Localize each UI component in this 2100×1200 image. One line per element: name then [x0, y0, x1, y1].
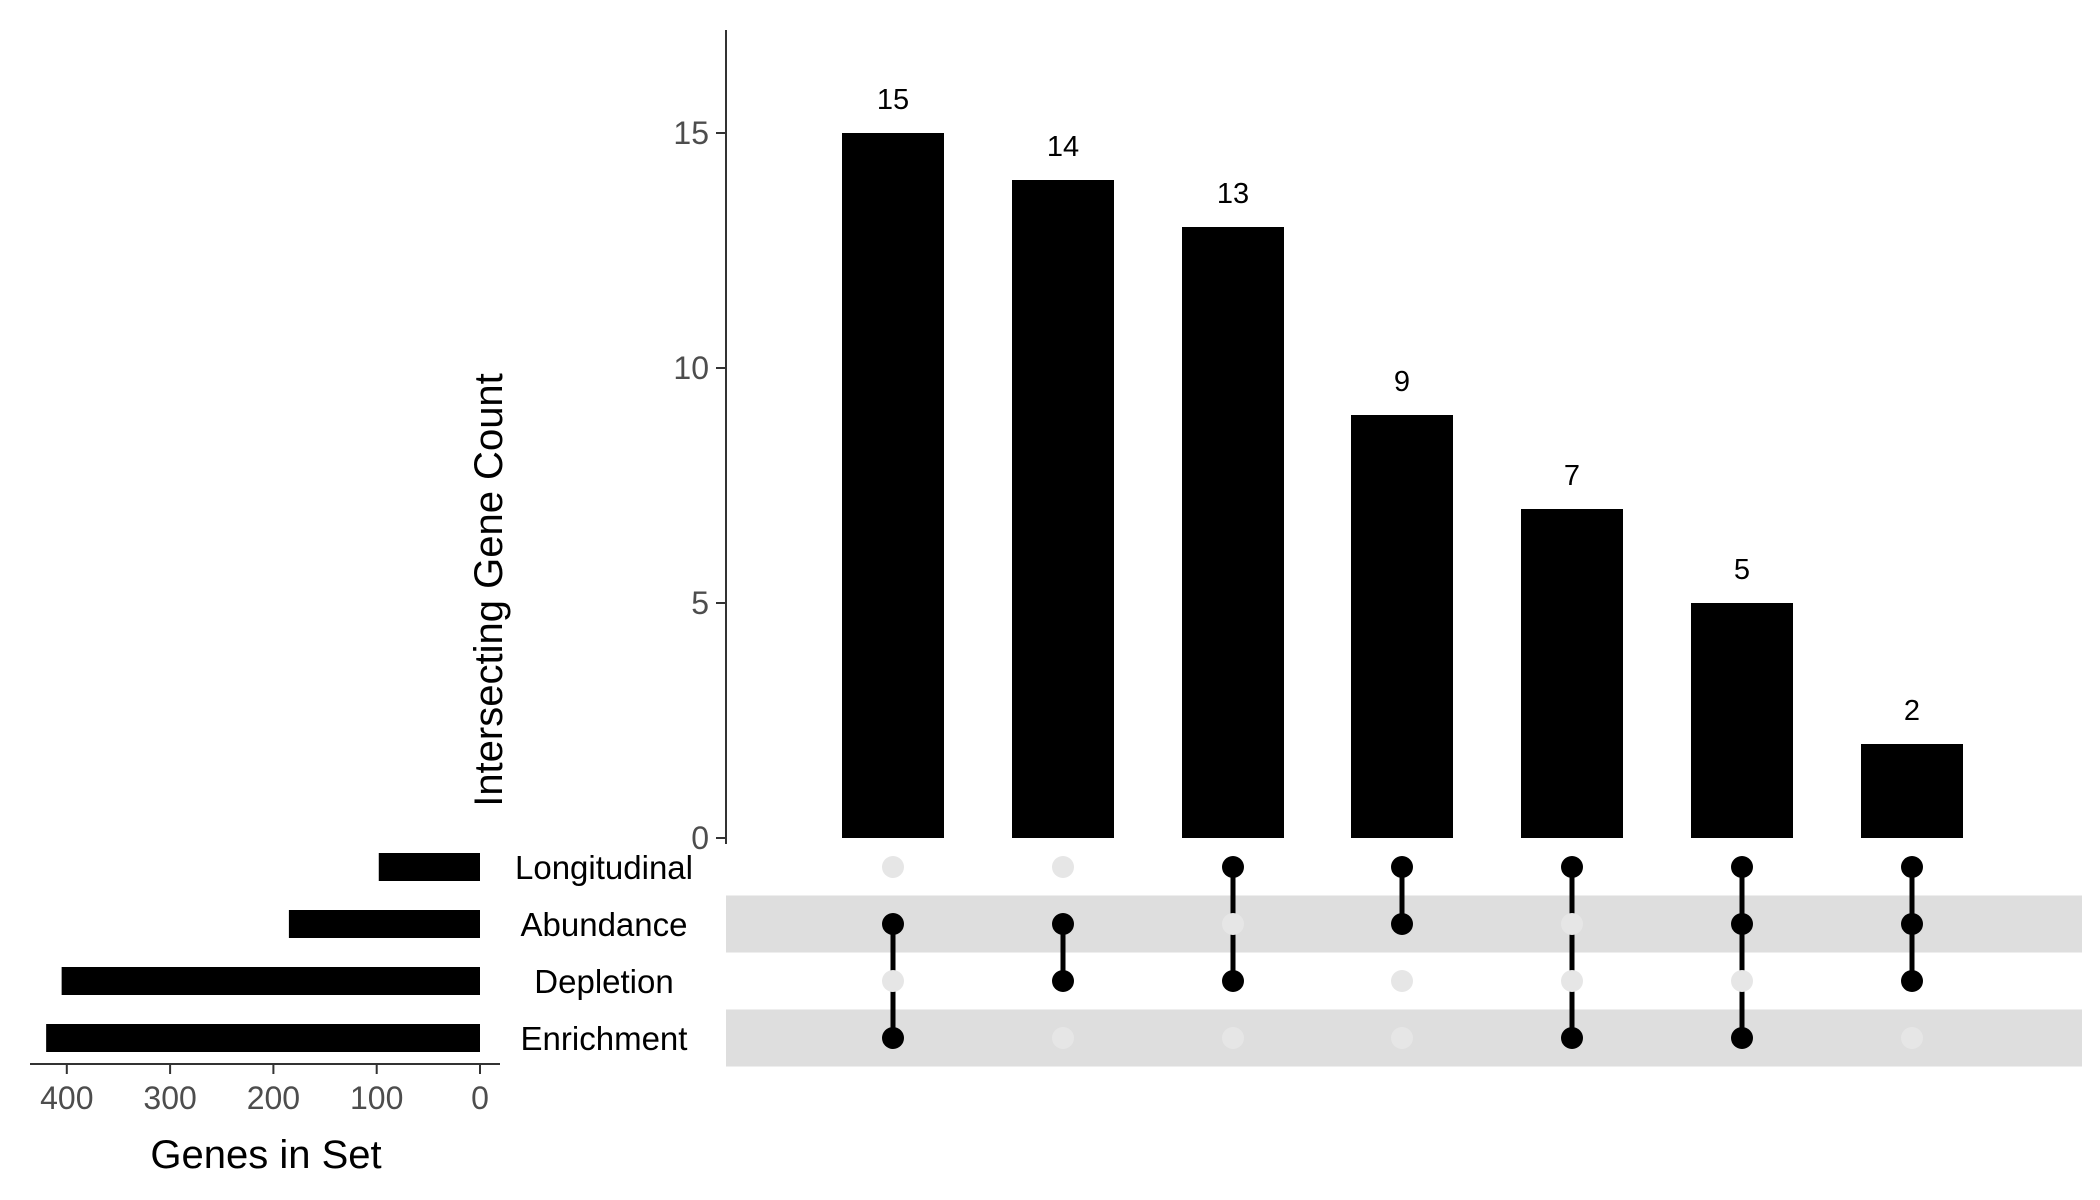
x-tick-label: 300	[143, 1080, 196, 1116]
membership-dot-active	[1901, 970, 1923, 992]
x-axis-title: Genes in Set	[150, 1133, 381, 1177]
membership-dot-active	[1731, 1027, 1753, 1049]
membership-dot-inactive	[1391, 1027, 1413, 1049]
y-tick-label: 15	[673, 115, 709, 151]
x-tick-label: 0	[471, 1080, 489, 1116]
intersection-bar	[842, 133, 944, 838]
intersection-bar	[1182, 227, 1284, 838]
intersection-matrix	[882, 856, 1923, 1049]
membership-dot-active	[1561, 1027, 1583, 1049]
membership-dot-inactive	[1052, 856, 1074, 878]
membership-dot-active	[1222, 970, 1244, 992]
membership-dot-inactive	[882, 856, 904, 878]
intersection-bar	[1351, 415, 1453, 838]
bar-value-label: 13	[1217, 178, 1249, 210]
intersection-bar	[1521, 509, 1623, 838]
set-label: Longitudinal	[515, 849, 693, 886]
set-size-bar	[61, 967, 480, 995]
set-size-bar	[46, 1024, 480, 1052]
bar-value-label: 9	[1394, 366, 1410, 398]
y-tick-label: 10	[673, 350, 709, 386]
set-size-x-axis: 400 300 200 100 0	[30, 1063, 500, 1116]
bar-value-label: 5	[1734, 554, 1750, 586]
set-size-bar	[288, 910, 480, 938]
y-axis-title: Intersecting Gene Count	[467, 373, 511, 807]
intersection-bar	[1691, 603, 1793, 838]
membership-dot-active	[1052, 913, 1074, 935]
x-tick-label: 100	[350, 1080, 403, 1116]
membership-dot-active	[1731, 913, 1753, 935]
membership-dot-inactive	[1561, 970, 1583, 992]
membership-dot-inactive	[1222, 1027, 1244, 1049]
membership-dot-active	[1391, 913, 1413, 935]
set-label: Depletion	[534, 963, 673, 1000]
membership-dot-active	[1901, 856, 1923, 878]
membership-dot-active	[882, 913, 904, 935]
bar-value-label: 15	[877, 84, 909, 116]
bar-value-label: 7	[1564, 460, 1580, 492]
bar-value-label: 14	[1047, 131, 1079, 163]
membership-dot-active	[882, 1027, 904, 1049]
y-tick-label: 5	[691, 585, 709, 621]
set-label: Abundance	[521, 906, 688, 943]
membership-dot-active	[1561, 856, 1583, 878]
set-labels: Longitudinal Abundance Depletion Enrichment	[515, 849, 693, 1057]
bar-value-label: 2	[1904, 695, 1920, 727]
intersection-bar	[1012, 180, 1114, 838]
membership-dot-inactive	[1561, 913, 1583, 935]
set-label: Enrichment	[521, 1020, 688, 1057]
x-tick-label: 400	[40, 1080, 93, 1116]
set-size-bar	[378, 853, 480, 881]
membership-dot-inactive	[1052, 1027, 1074, 1049]
y-tick-label: 0	[691, 820, 709, 856]
membership-dot-inactive	[1901, 1027, 1923, 1049]
intersection-bars: 15 14 13 9 7 5 2	[842, 84, 1963, 838]
membership-dot-active	[1222, 856, 1244, 878]
membership-dot-inactive	[882, 970, 904, 992]
membership-dot-inactive	[1391, 970, 1413, 992]
membership-dot-active	[1391, 856, 1413, 878]
intersection-y-axis: 0 5 10 15	[673, 30, 727, 856]
set-size-bars	[46, 853, 480, 1052]
membership-dot-inactive	[1731, 970, 1753, 992]
membership-dot-active	[1052, 970, 1074, 992]
membership-dot-active	[1731, 856, 1753, 878]
membership-dot-active	[1901, 913, 1923, 935]
intersection-bar	[1861, 744, 1963, 838]
membership-dot-inactive	[1222, 913, 1244, 935]
x-tick-label: 200	[247, 1080, 300, 1116]
